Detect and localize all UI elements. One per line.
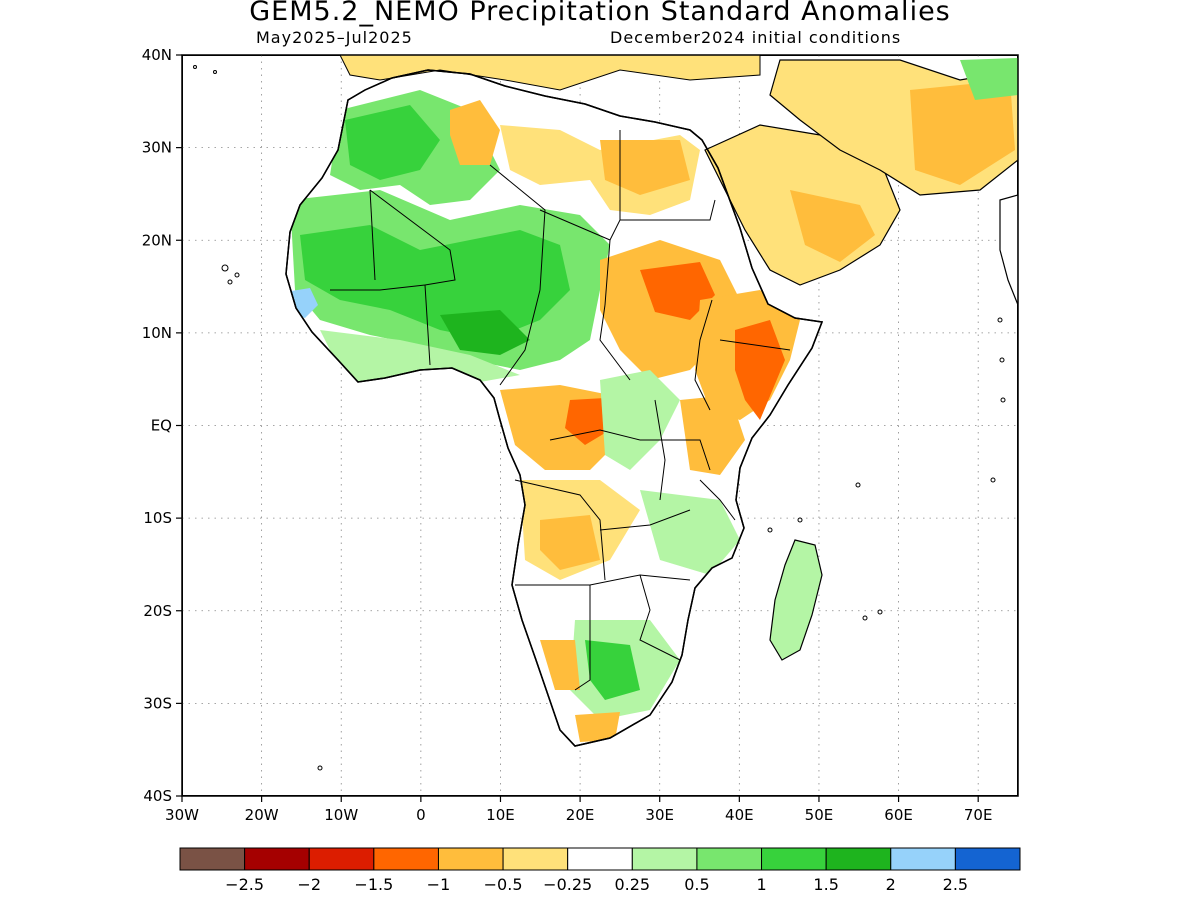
region-arabia-core (790, 190, 875, 262)
legend-label: 2 (886, 875, 896, 894)
lon-tick-label: 0 (416, 806, 426, 824)
region-guinea-coast (320, 330, 520, 385)
forecast-period: May2025–Jul2025 (256, 28, 413, 47)
region-horn-core (735, 320, 785, 420)
legend-label: −2.5 (225, 875, 264, 894)
region-east-africa (680, 395, 745, 475)
lat-tick-label: 20S (143, 602, 172, 620)
region-sahel-core (300, 225, 570, 340)
lon-tick-label: 60E (884, 806, 913, 824)
region-mozambique (640, 490, 740, 575)
legend-swatch (890, 847, 956, 871)
africa-coastline-outline (285, 69, 824, 747)
map-title: GEM5.2_NEMO Precipitation Standard Anoma… (249, 0, 951, 27)
region-mediterranean-rim (339, 55, 761, 91)
lat-tick-label: 40N (142, 46, 172, 64)
lon-tick-label: 20E (566, 806, 595, 824)
legend-swatch (567, 847, 633, 871)
legend-label: −0.25 (543, 875, 592, 894)
lat-tick-label: 10N (142, 324, 172, 342)
legend-label: 2.5 (943, 875, 968, 894)
lat-tick-label: EQ (151, 417, 172, 435)
region-central-green (600, 370, 680, 470)
legend-label: −1 (427, 875, 451, 894)
legend-swatch (696, 847, 763, 871)
lat-tick-label: 30N (142, 139, 172, 157)
initial-conditions: December2024 initial conditions (610, 28, 902, 47)
region-madagascar (769, 539, 823, 661)
legend-swatch (761, 847, 827, 871)
region-cape (575, 712, 620, 742)
legend-swatch (825, 847, 892, 871)
region-algeria-dry (450, 100, 500, 165)
country-borders (330, 130, 791, 691)
region-india-edge (999, 194, 1018, 306)
legend-swatch (631, 847, 698, 871)
legend-label: −0.5 (484, 875, 523, 894)
islands (193, 65, 1006, 771)
legend-swatch (373, 847, 439, 871)
legend-label: 1.5 (813, 875, 838, 894)
lon-tick-label: 10E (486, 806, 515, 824)
region-south-africa-core (585, 640, 640, 700)
legend-label: 1 (756, 875, 766, 894)
region-central-asia (960, 58, 1018, 100)
legend-swatch (244, 847, 310, 871)
latitude-axis: 40N 30N 20N 10N EQ 10S 20S 30S 40S (142, 46, 182, 805)
region-libya-core (600, 140, 690, 195)
lon-tick-label: 30W (165, 806, 199, 824)
lon-tick-label: 30E (645, 806, 674, 824)
lon-tick-label: 70E (964, 806, 993, 824)
legend-label: 0.25 (614, 875, 650, 894)
legend-swatch (437, 847, 504, 871)
lon-tick-label: 10W (324, 806, 358, 824)
lon-tick-label: 50E (805, 806, 834, 824)
legend-swatch (502, 847, 569, 871)
lat-tick-label: 40S (143, 787, 172, 805)
longitude-axis: 30W 20W 10W 0 10E 20E 30E 40E 50E 60E 70E (165, 796, 992, 824)
color-legend: −2.5 −2 −1.5 −1 −0.5 −0.25 0.25 0.5 1 1.5 2 2.5 (179, 847, 1021, 894)
legend-label: −1.5 (354, 875, 393, 894)
region-sahel-strong (440, 310, 530, 355)
region-angola-core (540, 515, 600, 570)
legend-swatch (954, 847, 1021, 871)
region-sahara-west-core (345, 105, 440, 180)
lat-tick-label: 20N (142, 231, 172, 249)
lon-tick-label: 20W (245, 806, 279, 824)
region-congo-core (565, 398, 610, 445)
region-iran-core (910, 80, 1015, 185)
legend-label: 0.5 (684, 875, 709, 894)
lon-tick-label: 40E (725, 806, 754, 824)
lat-tick-label: 10S (143, 509, 172, 527)
legend-swatch (179, 847, 246, 871)
lat-tick-label: 30S (143, 694, 172, 712)
region-namibia (540, 640, 580, 690)
legend-label: −2 (297, 875, 321, 894)
region-sudan-core (640, 262, 715, 320)
legend-swatch (308, 847, 375, 871)
